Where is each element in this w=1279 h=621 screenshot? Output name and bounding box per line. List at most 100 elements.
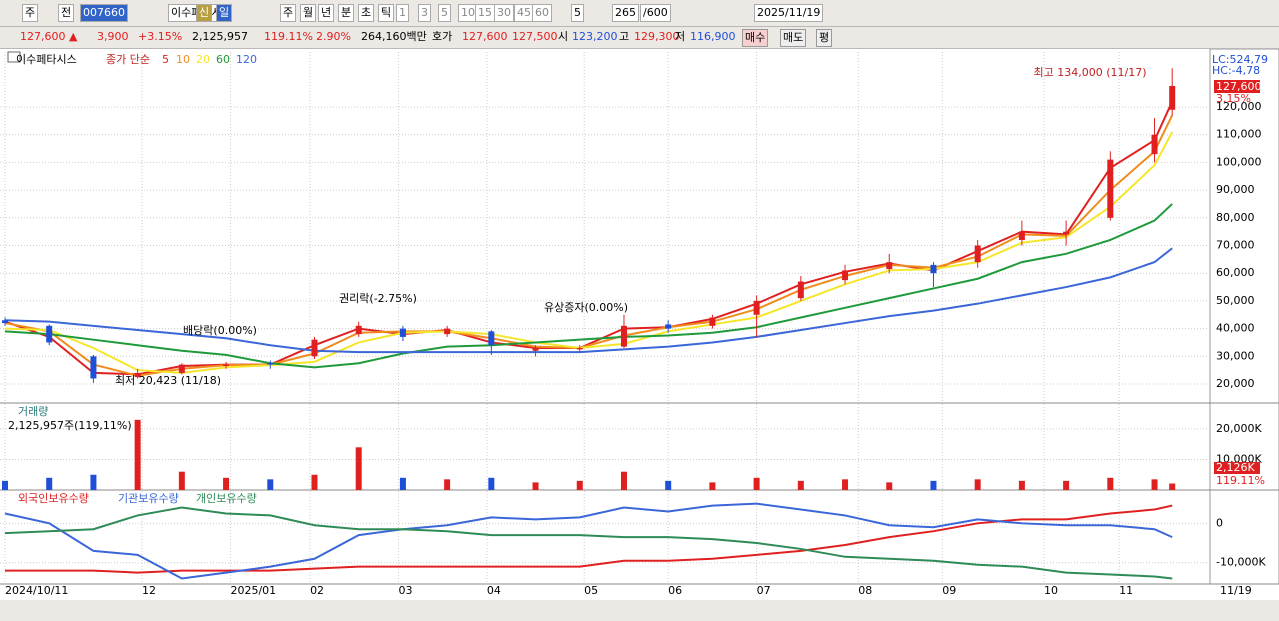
x-tick-label: 08 <box>858 584 872 597</box>
y-tick-label: 60,000 <box>1216 266 1255 279</box>
volume-bar <box>974 479 981 490</box>
y-tick-label: 40,000 <box>1216 322 1255 335</box>
volume-bar <box>488 477 495 490</box>
toolbar-item[interactable]: 10 <box>458 4 478 22</box>
chart-area: 2024/10/11 12 2025/01 02 03 04 05 06 07 08 09 10 112… <box>0 49 1279 621</box>
y-tick-label: 80,000 <box>1216 211 1255 224</box>
y-tick-label: 0 <box>1216 516 1223 529</box>
volume-bar <box>1169 483 1176 490</box>
volume-bar <box>665 480 672 490</box>
candle-body <box>355 325 362 335</box>
x-tick-label: 10 <box>1044 584 1058 597</box>
volume-bar <box>46 477 53 490</box>
x-tick-label: 09 <box>942 584 956 597</box>
toolbar-item[interactable]: 45 <box>514 4 534 22</box>
quote-item: 저 <box>675 30 686 43</box>
x-tick-label: 2024/10/11 <box>5 584 68 597</box>
y-tick-label: 90,000 <box>1216 183 1255 196</box>
quote-item: 2,125,957 <box>192 30 248 43</box>
toolbar-item[interactable]: 신 <box>196 4 213 22</box>
quote-item: 호가 <box>432 30 453 43</box>
toolbar-item[interactable]: 007660 <box>80 4 128 22</box>
candle-body <box>1151 134 1158 155</box>
x-tick-label: 05 <box>584 584 598 597</box>
toolbar-item[interactable]: 2025/11/19 <box>754 4 824 22</box>
volume-bar <box>267 479 274 490</box>
quote-button[interactable]: 매수 <box>742 29 769 47</box>
toolbar-item[interactable]: 년 <box>318 4 335 22</box>
y-tick-label: 50,000 <box>1216 294 1255 307</box>
side-label: 119.11% <box>1216 474 1265 487</box>
toolbar-item[interactable]: 15 <box>475 4 495 22</box>
toolbar-item[interactable]: 분 <box>338 4 355 22</box>
legend-entry: 개인보유수량 <box>196 492 257 505</box>
y-tick-label: 20,000 <box>1216 377 1255 390</box>
candle-body <box>797 281 804 299</box>
quote-item: 127,600 ▲ <box>20 30 78 43</box>
toolbar-item[interactable]: 초 <box>358 4 375 22</box>
toolbar-item[interactable]: 30 <box>494 4 514 22</box>
toolbar-item[interactable]: 일 <box>216 4 233 22</box>
toolbar-item[interactable]: 주 <box>280 4 297 22</box>
legend-entry: 120 <box>236 53 257 66</box>
quote-item: 116,900 <box>690 30 736 43</box>
volume-bar <box>444 479 451 490</box>
volume-bar <box>930 480 937 490</box>
legend-prefix: 종가 단순 <box>106 53 150 66</box>
candle-body <box>842 270 849 281</box>
quote-item: 2.90% <box>316 30 351 43</box>
chart-name: 이수페타시스 <box>16 53 77 66</box>
toolbar-item[interactable]: 3 <box>418 4 431 22</box>
annotation: 최고 134,000 (11/17) <box>1033 66 1146 79</box>
legend-entry: 60 <box>216 53 230 66</box>
ma-line <box>4 203 1173 369</box>
quote-item: 시 <box>558 30 569 43</box>
panel-subtitle: 2,125,957주(119,11%) <box>8 419 132 432</box>
quote-button[interactable]: 매도 <box>780 29 807 47</box>
candle-body <box>1169 85 1176 110</box>
quote-item: 264,160백만 <box>361 30 427 43</box>
holding-line <box>4 506 1173 580</box>
quote-button[interactable]: 평 <box>816 29 833 47</box>
candle-body <box>930 264 937 274</box>
volume-bar <box>223 477 230 490</box>
volume-bar <box>178 471 185 490</box>
quote-item: 119.11% <box>264 30 313 43</box>
y-tick-label: 100,000 <box>1216 155 1262 168</box>
toolbar-item[interactable]: 1 <box>396 4 409 22</box>
toolbar-item[interactable]: 주 <box>22 4 39 22</box>
toolbar-item[interactable]: 전 <box>58 4 75 22</box>
candle-body <box>532 347 539 351</box>
quote-item: 129,300 <box>634 30 680 43</box>
quote-item: 고 <box>619 30 630 43</box>
toolbar-item[interactable]: 틱 <box>378 4 395 22</box>
volume-bar <box>134 419 141 490</box>
scrollbar[interactable] <box>0 600 1279 621</box>
toolbar-item[interactable]: 월 <box>300 4 317 22</box>
volume-bar <box>576 480 583 490</box>
y-tick-label: 110,000 <box>1216 128 1262 141</box>
candle-body <box>444 328 451 335</box>
toolbar-item[interactable]: 5 <box>438 4 451 22</box>
volume-bar <box>532 482 539 490</box>
volume-bar <box>1151 479 1158 490</box>
volume-bar <box>1018 480 1025 490</box>
volume-bar <box>2 480 8 490</box>
annotation: 최저 20,423 (11/18) <box>115 374 221 387</box>
candle-body <box>223 364 230 366</box>
toolbar-item[interactable]: 60 <box>532 4 552 22</box>
price-box <box>1214 80 1260 93</box>
candle-body <box>665 324 672 329</box>
annotation: 권리락(-2.75%) <box>339 292 417 305</box>
candle-body <box>1018 231 1025 240</box>
holding-line <box>4 502 1173 580</box>
toolbar-item[interactable]: 265 <box>612 4 639 22</box>
toolbar-item[interactable]: 5 <box>571 4 584 22</box>
side-label: 127,600 <box>1216 80 1262 93</box>
toolbar-item[interactable]: /600 <box>640 4 671 22</box>
quote-item: 127,600 <box>462 30 508 43</box>
candle-body <box>267 363 274 365</box>
candle-body <box>134 372 141 378</box>
quote-item: 123,200 <box>572 30 618 43</box>
